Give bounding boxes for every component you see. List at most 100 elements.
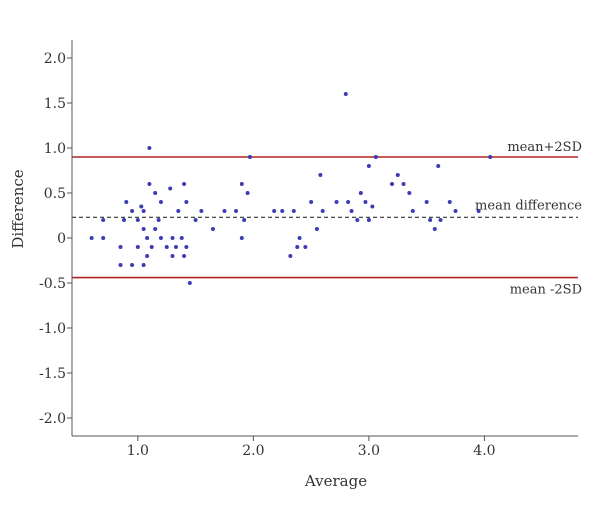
y-axis-label: Difference [9, 169, 27, 248]
data-point [145, 236, 150, 240]
data-point [390, 182, 395, 186]
data-point [118, 263, 123, 267]
y-tick-label: 1.5 [44, 96, 66, 112]
y-tick-label: 2.0 [44, 51, 66, 67]
data-point [145, 254, 150, 258]
data-point [121, 218, 126, 222]
y-tick-label: -1.5 [39, 366, 66, 382]
data-point [410, 209, 415, 213]
data-point [168, 186, 173, 191]
data-point [199, 209, 204, 213]
data-point [139, 204, 144, 209]
data-point [135, 245, 140, 249]
reference-lines [72, 156, 578, 279]
x-axis-ticks: 1.0 2.0 3.0 4.0 [127, 436, 496, 459]
data-point [147, 182, 152, 186]
reference-label: mean -2SD [510, 283, 582, 298]
data-point [363, 200, 368, 204]
data-point [222, 209, 227, 213]
data-point [124, 200, 129, 204]
data-point [346, 200, 351, 204]
data-point [247, 155, 252, 159]
data-point [476, 209, 481, 213]
data-point [428, 218, 433, 222]
data-point [193, 218, 198, 222]
data-point [373, 155, 378, 159]
data-point [149, 245, 154, 249]
reference-label: mean+2SD [507, 140, 582, 155]
reference-label: mean difference [475, 198, 582, 213]
data-point [184, 200, 189, 204]
y-tick-label: -1.0 [39, 321, 66, 337]
data-point [424, 200, 429, 204]
data-point [291, 209, 296, 213]
data-point [295, 245, 300, 249]
y-tick-label: -2.0 [39, 411, 66, 427]
data-point [366, 164, 371, 168]
data-point [130, 263, 135, 267]
data-point [358, 191, 363, 195]
data-point [318, 173, 323, 177]
data-point [184, 245, 189, 249]
x-tick-label: 4.0 [473, 443, 495, 459]
data-point [242, 218, 247, 222]
data-point [320, 209, 325, 213]
x-tick-label: 2.0 [242, 443, 264, 459]
data-point [147, 146, 152, 150]
x-tick-label: 3.0 [358, 443, 380, 459]
data-point [280, 209, 285, 213]
data-point [395, 173, 400, 177]
data-point [130, 209, 135, 213]
data-point [438, 218, 443, 222]
data-point [164, 245, 169, 249]
data-point [453, 209, 458, 213]
data-point [334, 200, 339, 204]
data-point [314, 227, 319, 231]
data-points [89, 92, 493, 285]
data-point [297, 236, 302, 240]
data-point [355, 218, 360, 222]
data-point [272, 209, 277, 213]
data-point [141, 227, 146, 231]
data-point [101, 218, 106, 222]
data-point [158, 200, 163, 204]
data-point [118, 245, 123, 249]
y-tick-label: 0.5 [44, 186, 66, 202]
data-point [309, 200, 314, 204]
data-point [245, 191, 250, 195]
data-point [407, 191, 412, 195]
data-point [173, 245, 178, 249]
x-axis-label: Average [304, 472, 367, 490]
data-point [179, 236, 184, 240]
reference-labels: mean+2SD mean difference mean -2SD [475, 140, 582, 298]
data-point [182, 254, 187, 258]
data-point [141, 209, 146, 213]
data-point [303, 245, 308, 249]
data-point [182, 182, 187, 186]
data-point [156, 218, 161, 222]
data-point [488, 155, 493, 159]
data-point [89, 236, 94, 240]
x-tick-label: 1.0 [127, 443, 149, 459]
data-point [239, 182, 244, 186]
data-point [187, 281, 192, 285]
data-point [447, 200, 452, 204]
y-axis-ticks: 2.0 1.5 1.0 0.5 0 -0.5 -1.0 -1.5 -2.0 [39, 51, 72, 427]
data-point [101, 236, 106, 240]
data-point [158, 236, 163, 240]
data-point [170, 254, 175, 258]
data-point [349, 209, 354, 213]
y-tick-label: -0.5 [39, 276, 66, 292]
y-tick-label: 0 [57, 231, 66, 247]
data-point [432, 227, 437, 231]
data-point [141, 263, 146, 267]
data-point [176, 209, 181, 213]
data-point [401, 182, 406, 186]
y-tick-label: 1.0 [44, 141, 66, 157]
data-point [239, 236, 244, 240]
data-point [288, 254, 293, 258]
data-point [210, 227, 215, 231]
data-point [170, 236, 175, 240]
data-point [370, 204, 375, 209]
